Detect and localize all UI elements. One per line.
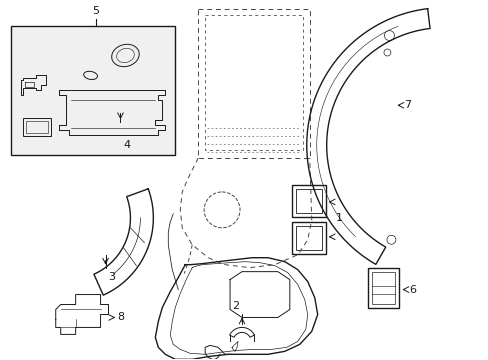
Bar	[371, 272, 395, 303]
Bar	[291, 222, 325, 254]
Text: 7: 7	[404, 100, 411, 110]
Bar	[11, 26, 175, 155]
Bar	[367, 268, 399, 307]
Text: 1: 1	[335, 213, 342, 223]
Bar	[295, 226, 321, 250]
Bar	[291, 185, 325, 217]
Bar	[26, 121, 48, 133]
Bar	[23, 118, 51, 136]
Text: 3: 3	[108, 272, 115, 282]
Text: 6: 6	[408, 284, 415, 294]
Text: 5: 5	[92, 6, 99, 15]
Bar	[295, 189, 321, 213]
Text: 4: 4	[123, 140, 130, 150]
Text: 8: 8	[117, 312, 124, 323]
Text: 2: 2	[232, 301, 239, 311]
